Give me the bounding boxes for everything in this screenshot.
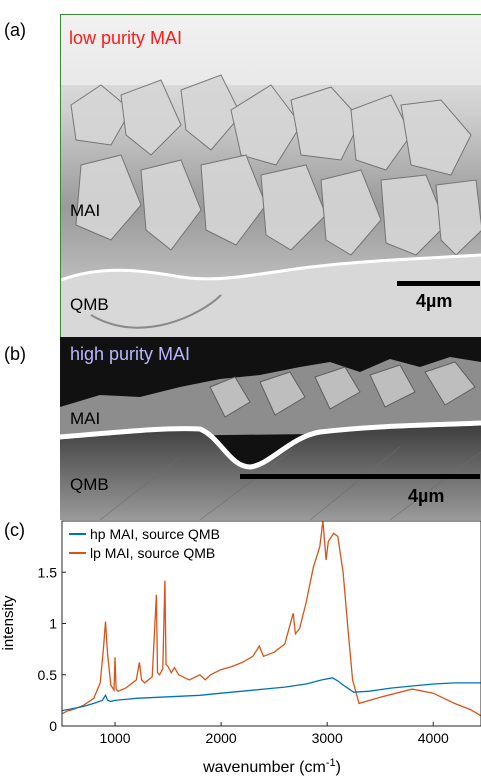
panel-b-layer-mai: MAI [70, 409, 101, 428]
sem-image-low-purity: low purity MAI MAI QMB 4µm [60, 14, 481, 337]
y-axis-label: intensity [0, 595, 17, 651]
panel-b-scalebar-label: 4µm [408, 486, 445, 506]
panel-a-layer-qmb: QMB [70, 295, 109, 314]
scalebar-b [240, 474, 480, 479]
x-axis-label: wavenumber (cm-1) [202, 757, 341, 776]
panel-a-letter: (a) [4, 20, 26, 40]
panel-c-letter: (c) [4, 520, 25, 540]
x-tick-label: 4000 [418, 730, 449, 746]
x-tick-label: 3000 [312, 730, 343, 746]
x-tick-label: 1000 [99, 730, 130, 746]
scalebar-a [397, 281, 480, 286]
panel-b-title: high purity MAI [70, 344, 191, 364]
panel-b-letter: (b) [4, 344, 26, 364]
panel-a-scalebar-label: 4µm [416, 291, 453, 311]
panel-a-layer-mai: MAI [70, 201, 101, 220]
y-tick-label: 1.5 [38, 564, 58, 580]
y-tick-label: 1 [49, 616, 57, 632]
spectrum-chart: 1000 2000 3000 4000 0 0.5 1 1.5 hp MAI, source … [0, 520, 481, 776]
x-tick-label: 2000 [206, 730, 237, 746]
series-line-0 [62, 677, 481, 712]
panel-b-layer-qmb: QMB [70, 475, 109, 494]
legend-label-1: lp MAI, source QMB [90, 545, 215, 561]
panel-a-title: low purity MAI [69, 28, 183, 48]
y-tick-label: 0 [49, 718, 57, 734]
y-tick-label: 0.5 [38, 667, 58, 683]
legend-label-0: hp MAI, source QMB [90, 526, 220, 542]
series-line-1 [62, 521, 481, 717]
sem-image-high-purity: high purity MAI MAI QMB 4µm [60, 337, 481, 520]
